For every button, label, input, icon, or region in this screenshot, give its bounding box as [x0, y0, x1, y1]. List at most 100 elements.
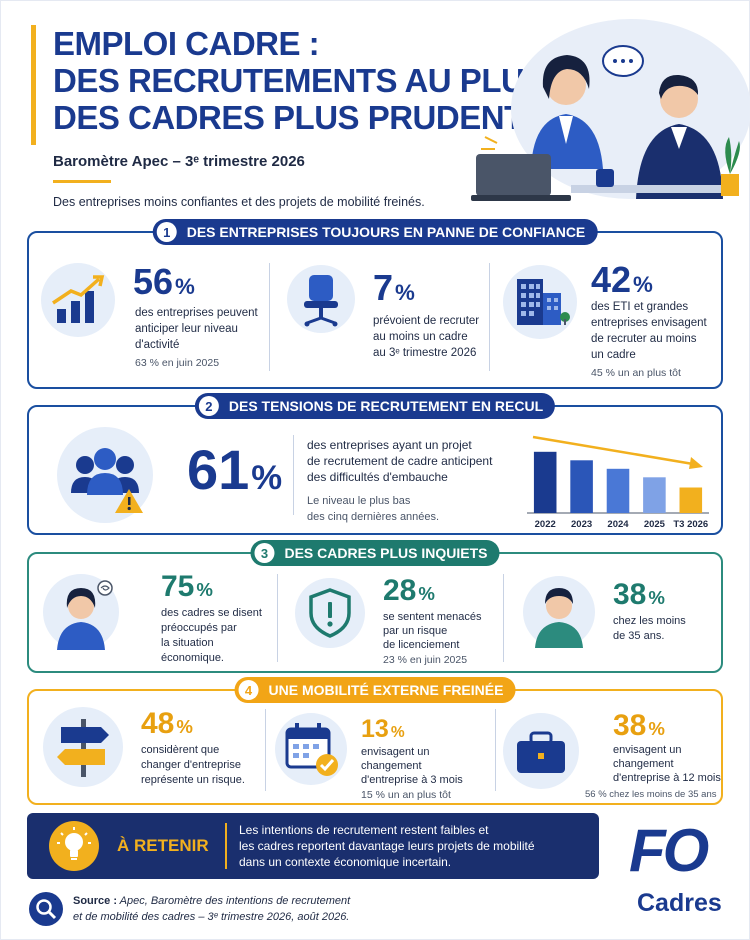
- signpost-icon: [43, 707, 123, 787]
- title-accent-bar: [31, 25, 36, 145]
- stat-38-mobility: 38%: [613, 709, 665, 743]
- meeting-illustration: [471, 19, 750, 201]
- section-4-header: 4 UNE MOBILITÉ EXTERNE FREINÉE: [234, 677, 516, 703]
- text-line: représente un risque.: [141, 774, 245, 786]
- section-2-title: DES TENSIONS DE RECRUTEMENT EN RECUL: [228, 398, 544, 414]
- section-2-number: 2: [198, 396, 219, 416]
- text-line: entreprises envisagent: [591, 317, 707, 329]
- stat-13: 13%: [361, 715, 405, 744]
- section-3-number: 3: [254, 543, 275, 563]
- source-citation: Source : Apec, Baromètre des intentions …: [73, 893, 350, 925]
- chart-tick-label: T3 2026: [673, 519, 708, 530]
- office-chair-icon: [287, 265, 355, 333]
- section-confidence: 1 DES ENTREPRISES TOUJOURS EN PANNE DE C…: [27, 219, 723, 389]
- subtitle: Baromètre Apec – 3ᵉ trimestre 2026: [53, 153, 305, 170]
- stat-61-text: des entreprises ayant un projet de recru…: [307, 437, 492, 485]
- text-line: des entreprises ayant un projet: [307, 438, 472, 452]
- section-1-number: 1: [156, 222, 177, 242]
- chart-tick-label: 2022: [535, 519, 556, 530]
- divider: [265, 709, 266, 791]
- stat-38-young: 38%: [613, 578, 665, 612]
- text-line: au moins un cadre: [373, 331, 468, 343]
- stat-unit: %: [648, 587, 665, 608]
- stat-value: 61: [187, 438, 250, 501]
- text-line: dans un contexte économique incertain.: [239, 855, 452, 869]
- stat-61: 61%: [187, 437, 282, 502]
- text-line: un cadre: [591, 349, 636, 361]
- text-line: se sentent menacés: [383, 611, 482, 623]
- stat-unit: %: [390, 724, 405, 741]
- search-icon: [29, 892, 63, 926]
- stat-13-note: 15 % un an plus tôt: [361, 789, 451, 801]
- section-4-title: UNE MOBILITÉ EXTERNE FREINÉE: [268, 682, 504, 698]
- title-line-3: DES CADRES PLUS PRUDENTS: [53, 99, 546, 136]
- text-line: envisagent un: [613, 744, 682, 756]
- text-line: au 3ᵉ trimestre 2026: [373, 347, 477, 359]
- key-takeaway-box: À RETENIR Les intentions de recrutement …: [27, 813, 599, 879]
- section-2-header: 2 DES TENSIONS DE RECRUTEMENT EN RECUL: [194, 393, 556, 419]
- chart-bar-t3-2026: [679, 487, 703, 513]
- stat-unit: %: [395, 280, 415, 305]
- people-warning-icon: [57, 427, 153, 523]
- section-worried-executives: 3 DES CADRES PLUS INQUIETS 75% des cadre…: [27, 540, 723, 673]
- divider: [293, 435, 294, 515]
- calendar-check-icon: [275, 713, 347, 785]
- stat-value: 13: [361, 715, 389, 743]
- stat-56: 56%: [133, 261, 195, 303]
- section-1-header: 1 DES ENTREPRISES TOUJOURS EN PANNE DE C…: [152, 219, 598, 245]
- office-building-icon: [503, 265, 577, 339]
- stat-unit: %: [251, 459, 283, 497]
- text-line: économique.: [161, 652, 224, 664]
- text-line: anticiper leur niveau: [135, 323, 238, 335]
- text-line: Les intentions de recrutement restent fa…: [239, 823, 489, 837]
- stat-value: 42: [591, 259, 632, 300]
- stat-38-young-text: chez les moins de 35 ans.: [613, 614, 686, 644]
- key-takeaway-separator: [225, 823, 227, 869]
- stat-75: 75%: [161, 570, 213, 604]
- stat-unit: %: [175, 274, 195, 299]
- chart-trend-arrowhead: [689, 457, 703, 469]
- text-line: considèrent que: [141, 744, 220, 756]
- text-line: changement: [613, 758, 674, 770]
- stat-unit: %: [633, 272, 653, 297]
- stat-75-text: des cadres se disent préoccupés par la s…: [161, 606, 262, 666]
- stat-56-text: des entreprises peuvent anticiper leur n…: [135, 305, 258, 353]
- source-label: Source :: [73, 895, 118, 907]
- stat-48: 48%: [141, 707, 193, 741]
- stat-unit: %: [196, 579, 213, 600]
- stat-7: 7%: [373, 267, 415, 309]
- text-line: de 35 ans.: [613, 630, 665, 642]
- text-line: des ETI et grandes: [591, 301, 689, 313]
- text-line: des entreprises peuvent: [135, 307, 258, 319]
- text-line: les cadres reportent davantage leurs pro…: [239, 839, 535, 853]
- divider: [489, 263, 490, 371]
- young-man-icon: [523, 576, 595, 648]
- stat-unit: %: [176, 716, 193, 737]
- stat-value: 28: [383, 574, 417, 607]
- chart-bar-2025: [643, 477, 666, 513]
- text-line: d'entreprise à 3 mois: [361, 774, 463, 786]
- stat-28: 28%: [383, 574, 435, 608]
- fo-logo-subtitle: Cadres: [637, 889, 722, 917]
- text-line: chez les moins: [613, 615, 686, 627]
- section-external-mobility: 4 UNE MOBILITÉ EXTERNE FREINÉE 48% consi…: [27, 677, 723, 805]
- recruitment-trend-chart: 2022 2023 2024 2025 T3 2026: [527, 435, 709, 530]
- stat-28-note: 23 % en juin 2025: [383, 654, 468, 666]
- text-line: envisagent un: [361, 746, 430, 758]
- section-3-header: 3 DES CADRES PLUS INQUIETS: [250, 540, 500, 566]
- source-line-1: Apec, Baromètre des intentions de recrut…: [117, 895, 351, 907]
- page-title: EMPLOI CADRE : DES RECRUTEMENTS AU PLUS …: [53, 25, 632, 136]
- growth-chart-icon: [41, 263, 115, 337]
- divider: [269, 263, 270, 371]
- chart-bar-2024: [606, 468, 630, 513]
- stat-56-note: 63 % en juin 2025: [135, 357, 220, 369]
- shield-alert-icon: [295, 578, 365, 648]
- stat-value: 38: [613, 709, 647, 742]
- text-line: des cadres se disent: [161, 607, 262, 619]
- stat-42-text: des ETI et grandes entreprises envisagen…: [591, 299, 707, 363]
- stat-value: 48: [141, 707, 175, 740]
- note-line: Le niveau le plus bas: [307, 495, 411, 507]
- stat-38-mobility-text: envisagent un changement d'entreprise à …: [613, 743, 721, 785]
- divider: [503, 574, 504, 662]
